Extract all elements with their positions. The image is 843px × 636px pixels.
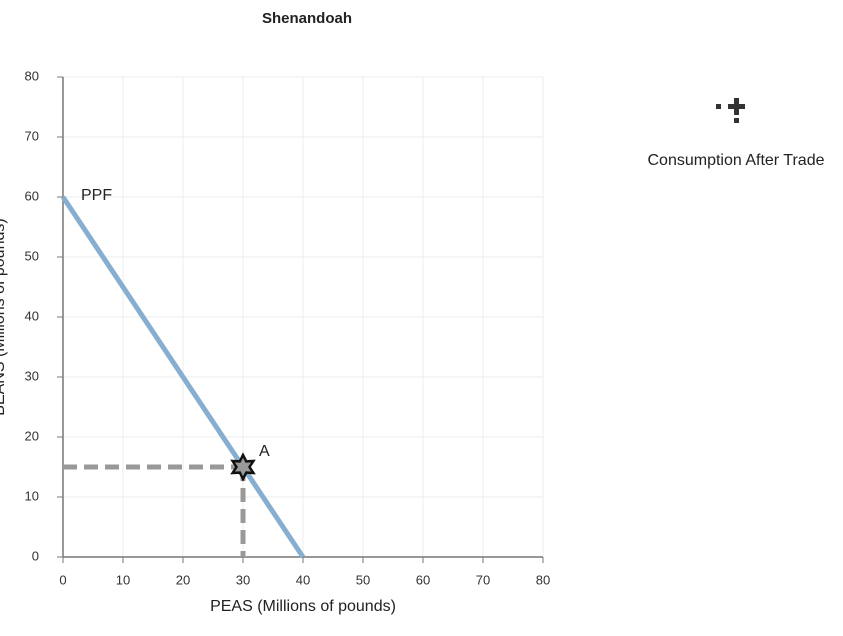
y-axis-label: BEANS (Millions of pounds) [0,218,8,415]
x-axis-label: PEAS (Millions of pounds) [210,598,396,615]
point-marker [230,452,256,482]
y-tick-label: 20 [25,428,39,443]
x-tick-label: 80 [536,572,550,587]
point-label: A [259,443,270,460]
y-tick-label: 40 [25,308,39,323]
x-tick-label: 30 [236,572,250,587]
legend-icon-dot [734,118,739,123]
y-tick-label: 70 [25,128,39,143]
grid [62,76,544,558]
ppf-line [60,195,306,559]
legend-label: Consumption After Trade [648,152,825,169]
y-tick-label: 30 [25,368,39,383]
x-tick-label: 50 [356,572,370,587]
y-tick-label: 10 [25,488,39,503]
legend-icon-dot [716,104,721,109]
x-tick-label: 0 [59,572,66,587]
x-tick-label: 20 [176,572,190,587]
y-tick-label: 50 [25,248,39,263]
y-tick-label: 60 [25,188,39,203]
legend-icon[interactable] [716,98,745,123]
x-tick-label: 10 [116,572,130,587]
y-tick-label: 80 [25,68,39,83]
legend-icon-bar [734,98,739,115]
series-label: PPF [81,187,112,204]
x-tick-label: 60 [416,572,430,587]
x-tick-label: 70 [476,572,490,587]
chart-title: Shenandoah [262,10,352,27]
y-tick-label: 0 [32,548,39,563]
x-tick-label: 40 [296,572,310,587]
